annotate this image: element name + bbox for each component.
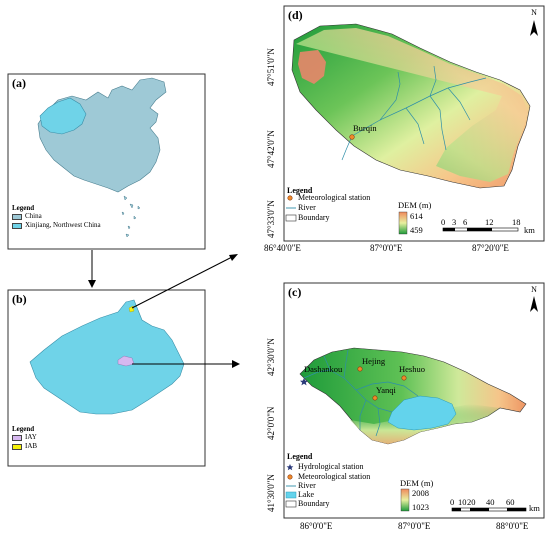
- scale-d-12: 12: [485, 217, 494, 227]
- lon-tick-d-1: 86°40'0"E: [264, 243, 301, 253]
- scale-c-10: 10: [458, 497, 467, 507]
- north-arrow-c-icon: [530, 296, 538, 312]
- hejing-station-marker: [357, 366, 363, 372]
- dem-ramp-c: [400, 488, 410, 512]
- legend-xinjiang: Xinjiang, Northwest China: [12, 221, 101, 230]
- scale-d-unit: km: [524, 225, 535, 235]
- legend-c-river: River: [298, 481, 316, 490]
- scale-c-40: 40: [486, 497, 495, 507]
- legend-iab: IAB: [12, 442, 37, 451]
- legend-iab-swatch: [12, 443, 22, 450]
- place-dashankou: Dashankou: [304, 364, 343, 374]
- scale-d-18: 18: [512, 217, 521, 227]
- panel-b-legend: Legend IAY IAB: [12, 425, 37, 451]
- legend-station-symbol-d: [287, 195, 293, 201]
- arrow-a-to-b-head: [88, 280, 96, 288]
- panel-b-legend-title: Legend: [12, 425, 35, 433]
- legend-station-symbol-c: [287, 474, 293, 480]
- panel-a-legend: Legend China Xinjiang, Northwest China: [12, 204, 101, 230]
- scale-bar-c: [451, 507, 527, 512]
- dem-max-c: 2008: [412, 488, 429, 498]
- legend-xinjiang-swatch: [12, 222, 22, 229]
- scale-d-0: 0: [441, 217, 446, 227]
- dem-max-d: 614: [410, 211, 423, 221]
- place-heshuo: Heshuo: [399, 364, 425, 374]
- legend-d-river: River: [298, 203, 316, 212]
- panel-c-label: (c): [288, 285, 302, 299]
- lat-tick-d-3: 47°33'0"N: [266, 200, 276, 238]
- lat-tick-c-1: 42°30'0"N: [266, 338, 276, 376]
- legend-lake-symbol-c: [285, 491, 297, 499]
- panel-a-label: (a): [12, 76, 26, 90]
- north-label-d: N: [531, 8, 537, 17]
- scale-bar-d: [442, 227, 519, 232]
- panel-d-label: (d): [288, 8, 303, 22]
- legend-d-boundary: Boundary: [298, 213, 330, 222]
- dem-min-c: 1023: [412, 502, 429, 512]
- dem-min-d: 459: [410, 225, 423, 235]
- xinjiang-map: [29, 299, 185, 415]
- legend-iab-label: IAB: [25, 442, 38, 450]
- panel-d-legend-title: Legend: [287, 186, 313, 195]
- lat-tick-c-3: 41°30'0"N: [266, 474, 276, 512]
- scale-c-60: 60: [506, 497, 515, 507]
- dashankou-hydro-station-icon: [299, 378, 308, 386]
- legend-hydro-symbol-c: [286, 464, 294, 471]
- panel-c-legend-title: Legend: [287, 452, 313, 461]
- scale-c-unit: km: [529, 503, 540, 513]
- legend-boundary-symbol-c: [285, 500, 297, 508]
- north-arrow-d-icon: [530, 20, 538, 36]
- scale-c-20: 20: [467, 497, 476, 507]
- lat-tick-d-2: 47°42'0"N: [266, 130, 276, 168]
- rivers-c: [303, 349, 419, 437]
- panel-a-legend-title: Legend: [12, 204, 35, 212]
- legend-china: China: [12, 212, 101, 221]
- lon-tick-d-3: 87°20'0"E: [472, 243, 509, 253]
- rivers-d: [341, 65, 487, 161]
- yanqi-station-marker: [372, 395, 378, 401]
- legend-d-station: Meteorological station: [298, 193, 371, 202]
- legend-boundary-symbol-d: [285, 214, 297, 222]
- place-yanqi: Yanqi: [376, 385, 396, 395]
- scale-d-3: 3: [452, 217, 457, 227]
- legend-china-label: China: [25, 212, 42, 220]
- panel-b-label: (b): [12, 292, 27, 306]
- arrow-b-to-d: [131, 255, 235, 309]
- legend-xinjiang-label: Xinjiang, Northwest China: [25, 221, 101, 229]
- south-china-sea-islands: [121, 195, 141, 238]
- dem-title-d: DEM (m): [398, 200, 432, 210]
- arrow-b-to-c-head: [232, 360, 240, 368]
- place-burqin: Burqin: [353, 123, 377, 133]
- xinjiang-region: [39, 97, 87, 135]
- burqin-station-marker: [349, 134, 355, 140]
- lat-tick-d-1: 47°51'0"N: [266, 48, 276, 86]
- lon-tick-c-2: 87°0'0"E: [398, 521, 431, 531]
- legend-china-swatch: [12, 213, 22, 220]
- place-hejing: Hejing: [362, 356, 386, 366]
- legend-iay-label: IAY: [25, 433, 37, 441]
- scale-c-0: 0: [450, 497, 455, 507]
- lon-tick-c-3: 88°0'0"E: [496, 521, 529, 531]
- north-label-c: N: [531, 285, 537, 294]
- legend-iay-swatch: [12, 434, 22, 441]
- arrow-b-to-d-head: [229, 254, 238, 261]
- legend-c-lake: Lake: [298, 490, 314, 499]
- lon-tick-d-2: 87°0'0"E: [370, 243, 403, 253]
- dem-title-c: DEM (m): [400, 478, 434, 488]
- lon-tick-c-1: 86°0'0"E: [300, 521, 333, 531]
- heshuo-station-marker: [401, 375, 407, 381]
- dem-relief-overlay-d: [296, 28, 528, 182]
- lat-tick-c-2: 42°0'0"N: [266, 406, 276, 440]
- bosten-lake: [387, 395, 457, 431]
- legend-c-station: Meteorological station: [298, 472, 371, 481]
- scale-d-6: 6: [463, 217, 468, 227]
- legend-c-hydro: Hydrological station: [298, 462, 364, 471]
- legend-c-boundary: Boundary: [298, 499, 330, 508]
- dem-high-spot-d: [298, 50, 326, 84]
- legend-iay: IAY: [12, 433, 37, 442]
- dem-ramp-d: [398, 211, 408, 235]
